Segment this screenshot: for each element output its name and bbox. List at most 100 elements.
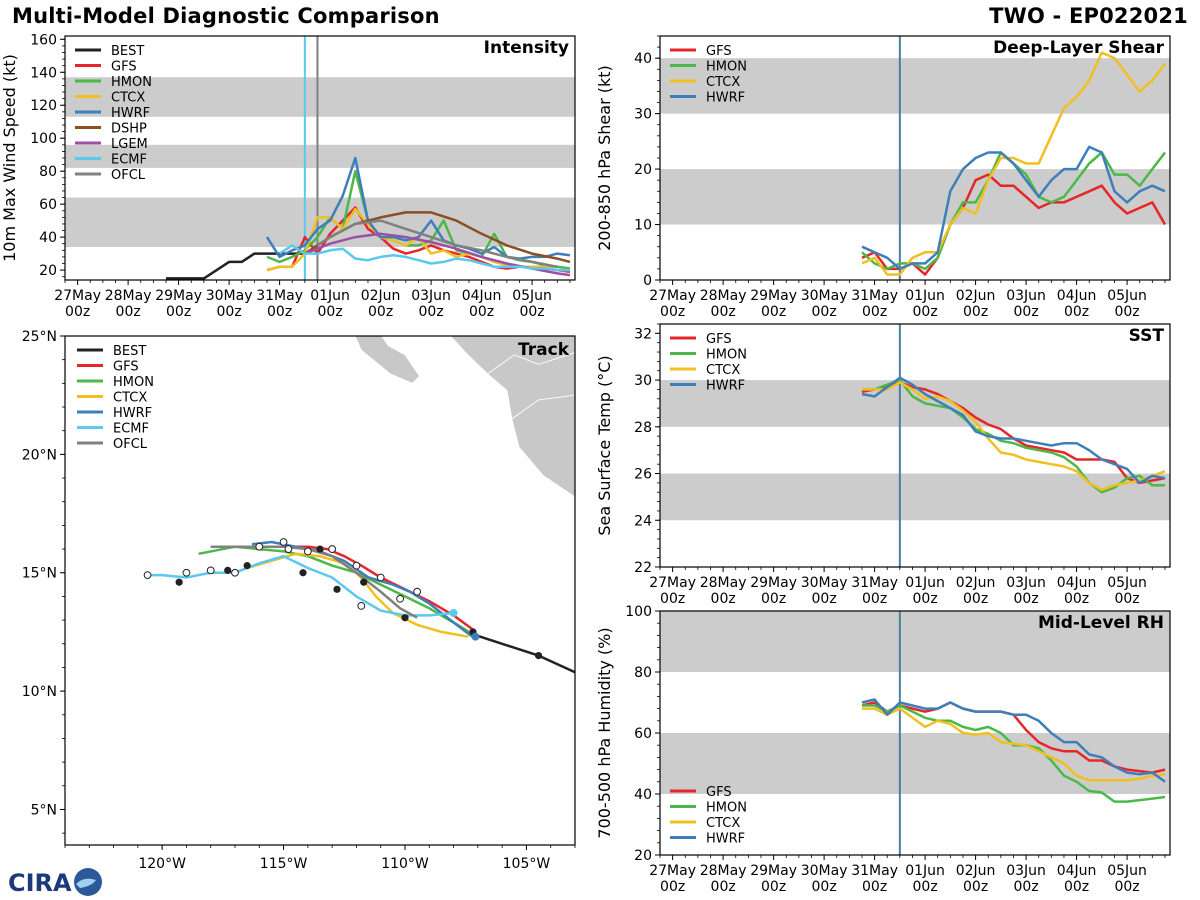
shear-xtick-label-2: 00z [963,304,988,320]
sst-xtick-label: 28May [700,575,747,591]
sst-ytick-label: 32 [634,326,652,342]
track-marker-open [279,538,288,546]
intensity-ytick-label: 80 [39,164,57,180]
intensity-title: Intensity [484,38,569,58]
intensity-xtick-label: 02Jun [361,288,401,304]
track-xtick-label: 110°W [381,856,429,872]
intensity-xtick-label: 29May [155,288,202,304]
track-marker-filled [316,545,324,553]
sst-series-ctcx [862,381,1166,492]
shear-band-0 [660,169,1170,225]
sst-legend-label: GFS [706,332,732,347]
storm-id: TWO - EP022021 [989,4,1188,28]
sst-xtick-label-2: 00z [711,591,736,607]
shear-xtick-label-2: 00z [1064,304,1089,320]
rh-xtick-label-2: 00z [711,879,736,895]
intensity-xtick-label: 01Jun [310,288,350,304]
track-marker-filled [243,562,251,570]
shear-ytick-label: 20 [634,162,652,178]
shear-ytick-label: 30 [634,107,652,123]
rh-ytick-label: 100 [625,604,652,620]
rh-ytick-label: 60 [634,726,652,742]
rh-ytick-label: 80 [634,665,652,681]
sst-xtick-label: 04Jun [1057,575,1097,591]
rh-series-hwrf [861,698,1166,783]
intensity-series-ofcl [316,219,558,269]
track-marker-filled [401,614,409,622]
shear-series-ctcx [861,51,1166,276]
intensity-xtick-label-2: 00z [419,304,444,320]
track-marker-open [328,545,337,553]
track-marker-open [357,601,366,610]
intensity-ytick-label: 160 [30,32,57,48]
track-legend-label: HMON [113,375,154,390]
rh-series-ctcx [862,707,1166,782]
rh-ytick-label: 40 [634,787,652,803]
sst-xtick-label-2: 00z [862,591,887,607]
track-ytick-label: 5°N [31,802,57,818]
sst-xtick-label: 27May [649,575,696,591]
rh-xtick-label: 02Jun [956,863,996,879]
intensity-ytick-label: 100 [30,131,57,147]
track-ecmf [147,554,454,617]
logo-text: CIRA [8,869,72,897]
rh-xtick-label: 04Jun [1057,863,1097,879]
intensity-xtick-label-2: 00z [116,304,141,320]
track-xtick-label: 120°W [138,856,186,872]
track-marker-open [182,568,191,577]
track-xtick-label: 105°W [503,856,551,872]
rh-xtick-label: 28May [700,863,747,879]
intensity-xtick-label: 31May [256,288,303,304]
intensity-series-ecmf [278,244,570,272]
shear-xtick-label: 29May [750,288,797,304]
rh-xtick-label: 31May [851,863,898,879]
rh-ytick-label: 20 [634,848,652,864]
intensity-xtick-label-2: 00z [267,304,292,320]
track-marker-open [255,542,264,551]
track-marker-filled [333,585,341,593]
sst-xtick-label: 31May [851,575,898,591]
rh-xtick-label-2: 00z [963,879,988,895]
shear-xtick-label-2: 00z [660,304,685,320]
intensity-ytick-label: 20 [39,263,57,279]
track-legend-label: CTCX [113,391,147,406]
sst-xtick-label: 30May [801,575,848,591]
track-hmon [198,545,474,636]
rh-legend-label: CTCX [706,816,740,831]
track-legend-label: BEST [113,344,146,359]
intensity-legend-label: DSHP [111,122,147,137]
intensity-ytick-label: 140 [30,65,57,81]
sst-xtick-label-2: 00z [1064,591,1089,607]
intensity-xtick-label: 30May [206,288,253,304]
shear-ytick-label: 40 [634,51,652,67]
track-legend-label: OFCL [113,437,148,452]
sst-xtick-label-2: 00z [761,591,786,607]
rh-xtick-label-2: 00z [862,879,887,895]
sst-xtick-label-2: 00z [913,591,938,607]
rh-xtick-label-2: 00z [812,879,837,895]
intensity-xtick-label: 27May [54,288,101,304]
shear-xtick-label-2: 00z [761,304,786,320]
intensity-ytick-label: 120 [30,98,57,114]
track-ytick-label: 15°N [22,566,57,582]
intensity-ytick-label: 60 [39,197,57,213]
track-marker-ecmf [449,608,458,617]
intensity-ytick-label: 40 [39,230,57,246]
track-land [354,336,575,498]
rh-band-0 [660,733,1170,794]
rh-legend-label: HWRF [706,832,745,847]
rh-xtick-label: 01Jun [905,863,945,879]
track-legend-label: HWRF [113,406,152,421]
intensity-legend-label: GFS [111,60,137,75]
track-panel: 120°W 115°W 110°W 105°W 5°N 10°N 15°N 20°N 25°N T… [22,329,576,872]
intensity-xtick-label-2: 00z [368,304,393,320]
intensity-xtick-label-2: 00z [65,304,90,320]
track-ytick-label: 10°N [22,684,57,700]
intensity-xtick-label: 04Jun [462,288,502,304]
sst-xtick-label-2: 00z [812,591,837,607]
shear-ytick-label: 0 [643,273,652,289]
shear-title: Deep-Layer Shear [993,38,1164,58]
sst-xtick-label: 01Jun [905,575,945,591]
page-title: Multi-Model Diagnostic Comparison [12,4,440,28]
track-xtick-label: 115°W [260,856,308,872]
